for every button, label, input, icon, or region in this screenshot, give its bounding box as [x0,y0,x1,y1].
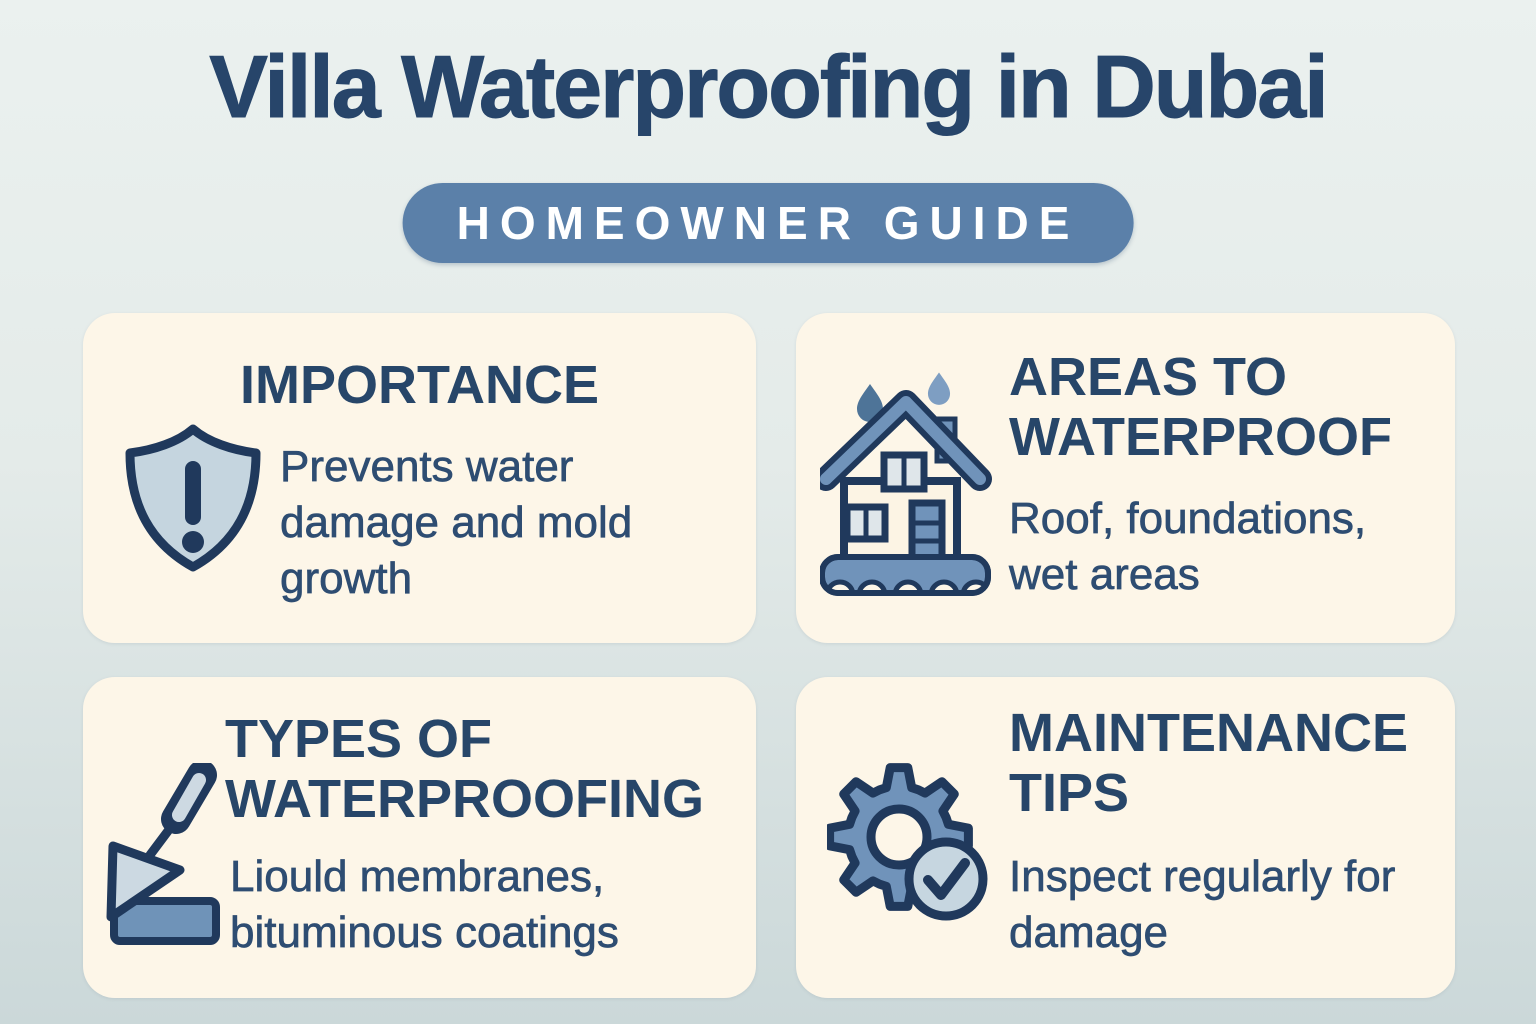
card-areas-body: Roof, foundations, wet areas [1009,494,1367,600]
gear-check-icon [827,763,988,921]
card-areas: AREAS TO WATERPROOF Roof, foundations, w… [796,313,1455,643]
card-types-title: TYPES OF WATERPROOFING [225,709,704,829]
card-importance-title: IMPORTANCE [240,355,599,415]
card-areas-text: AREAS TO WATERPROOF Roof, foundations, w… [1009,347,1441,603]
card-maintenance-body: Inspect regularly for damage [1009,852,1396,958]
shield-alert-icon [125,424,261,572]
card-importance-body: Prevents water damage and mold growth [280,442,633,604]
page-title: Villa Waterproofing in Dubai [209,37,1329,137]
card-maintenance-title: MAINTENANCE TIPS [1009,703,1408,823]
card-maintenance: MAINTENANCE TIPS Inspect regularly for d… [796,677,1455,998]
subtitle-badge: HOMEOWNER GUIDE [402,183,1134,263]
card-types: TYPES OF WATERPROOFING Liould membranes,… [83,677,756,998]
card-areas-title: AREAS TO WATERPROOF [1009,347,1392,467]
house-raindrops-icon [820,372,992,596]
card-types-body: Liould membranes, bituminous coatings [230,852,620,958]
card-importance: IMPORTANCE Prevents water damage and mol… [83,313,756,643]
trowel-icon [106,763,220,945]
card-maintenance-text: MAINTENANCE TIPS Inspect regularly for d… [1009,703,1439,961]
cards-grid: IMPORTANCE Prevents water damage and mol… [83,313,1455,998]
